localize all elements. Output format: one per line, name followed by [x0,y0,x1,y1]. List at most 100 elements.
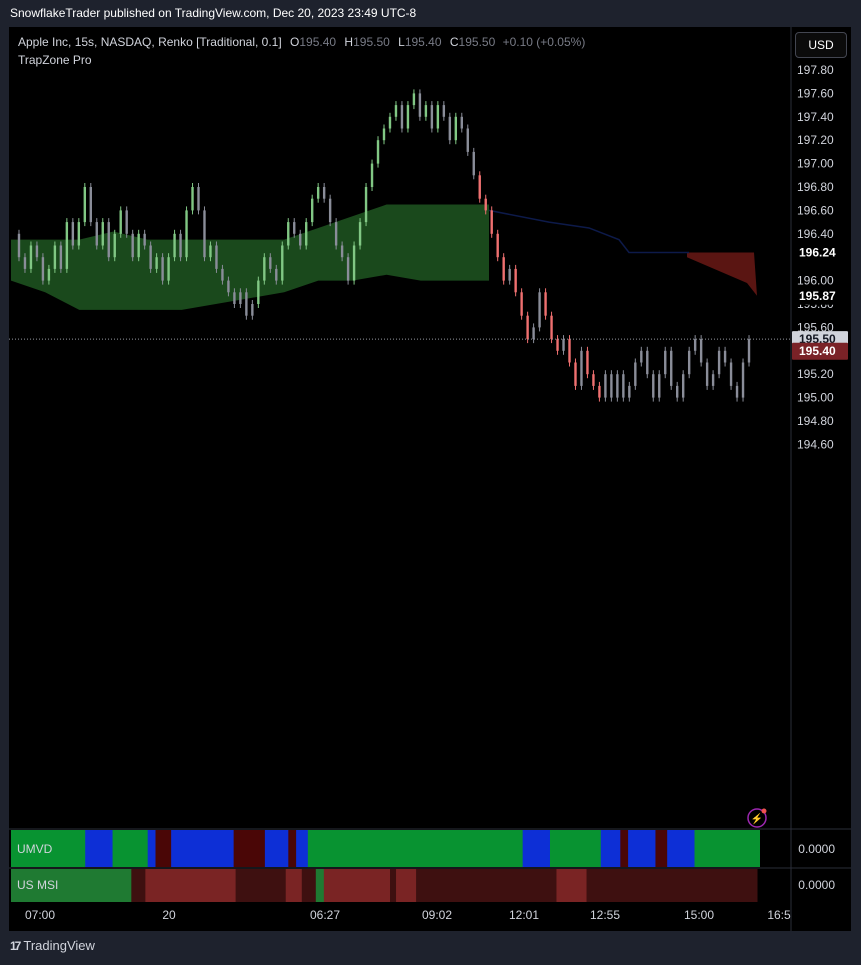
renko-brick [179,233,182,258]
price-chart[interactable]: 197.80 197.60 197.40 197.20 197.00 196.80 196.… [9,27,851,931]
umvd-segment [694,830,758,867]
renko-brick [346,257,350,281]
renko-brick [586,350,589,375]
symbol-name[interactable]: Apple Inc, 15s, NASDAQ, Renko [Tradition… [18,35,282,49]
umvd-segment [522,830,551,867]
x-tick-label: 06:27 [310,908,340,922]
renko-brick [125,210,128,234]
renko-brick [167,257,170,281]
msi-segment [390,869,397,902]
renko-brick [538,292,541,328]
renko-brick [17,233,21,258]
renko-brick [77,222,81,246]
renko-brick [652,374,655,398]
msi-segment [556,869,588,902]
open-value: 195.40 [299,35,337,49]
publisher-line: SnowflakeTrader published on TradingView… [10,6,417,20]
renko-brick [711,374,715,386]
renko-brick [646,350,649,375]
renko-brick [161,257,164,281]
price-badge [792,342,848,360]
trapzone-red-area [687,252,757,296]
y-tick-label: 197.60 [797,86,834,100]
umvd-segment [112,830,149,867]
x-tick-label: 09:02 [422,908,452,922]
renko-brick [149,245,152,269]
x-tick-label: 07:00 [25,908,55,922]
umvd-segment [171,830,235,867]
msi-label: US MSI [17,878,58,892]
renko-brick [35,245,39,258]
msi-value: 0.0000 [798,878,835,892]
y-tick-label: 196.40 [797,227,834,241]
renko-brick [454,116,458,141]
renko-brick [322,187,326,199]
msi-segment [285,869,303,902]
tradingview-footer[interactable]: 17 TradingView [10,938,95,953]
renko-brick [209,245,212,258]
notification-dot [761,808,767,814]
renko-brick [185,210,188,258]
renko-brick [227,280,230,293]
renko-brick [562,339,565,351]
msi-segment [416,869,557,902]
lightning-badge-icon[interactable] [747,808,767,828]
price-badge-label: 195.50 [799,332,836,346]
renko-brick [729,362,733,386]
x-tick-label: 15:00 [684,908,714,922]
high-label: H [344,35,354,49]
renko-brick [496,233,499,258]
renko-brick [406,105,410,129]
msi-segment [323,869,391,902]
umvd-segment [620,830,629,867]
msi-segment [396,869,417,902]
currency-button[interactable]: USD [795,32,847,58]
renko-brick [316,187,320,199]
renko-brick [466,128,469,152]
renko-brick [676,385,679,398]
renko-brick [53,245,57,269]
renko-brick [394,105,398,117]
renko-brick [484,198,487,211]
close-value: 195.50 [458,35,496,49]
renko-brick [388,116,392,129]
change-value: +0.10 (+0.05%) [502,35,586,49]
renko-brick [628,385,631,398]
renko-brick [400,105,404,129]
x-tick-label: 12:01 [509,908,539,922]
umvd-label: UMVD [17,842,53,856]
y-tick-label: 195.00 [797,391,834,405]
umvd-segment [147,830,157,867]
renko-brick [95,222,98,246]
umvd-segment [549,830,602,867]
renko-brick [574,362,577,386]
renko-brick [508,268,511,281]
renko-brick [610,374,613,398]
price-badge-label: 196.24 [799,246,836,260]
indicator-label[interactable]: TrapZone Pro [18,53,92,67]
umvd-segment [307,830,524,867]
renko-brick [173,233,176,258]
y-tick-label: 196.60 [797,203,834,217]
renko-brick [622,374,625,398]
renko-brick [634,362,637,386]
symbol-legend: Apple Inc, 15s, NASDAQ, Renko [Tradition… [18,35,585,49]
renko-brick [89,187,92,223]
renko-brick [275,268,278,281]
renko-brick [687,350,691,375]
renko-brick [640,350,643,363]
x-tick-label: 12:55 [590,908,620,922]
renko-brick [735,385,739,398]
renko-brick [197,187,200,211]
chart-frame[interactable]: 197.80 197.60 197.40 197.20 197.00 196.80 196.… [9,27,851,931]
y-tick-label: 196.80 [797,180,834,194]
y-tick-label: 194.60 [797,437,834,451]
renko-brick [23,257,27,269]
umvd-segment [288,830,297,867]
renko-brick [681,374,685,398]
y-tick-label: 195.60 [797,320,834,334]
renko-brick [263,257,266,281]
renko-brick [305,222,308,246]
renko-brick [436,105,440,129]
renko-brick [658,374,661,398]
